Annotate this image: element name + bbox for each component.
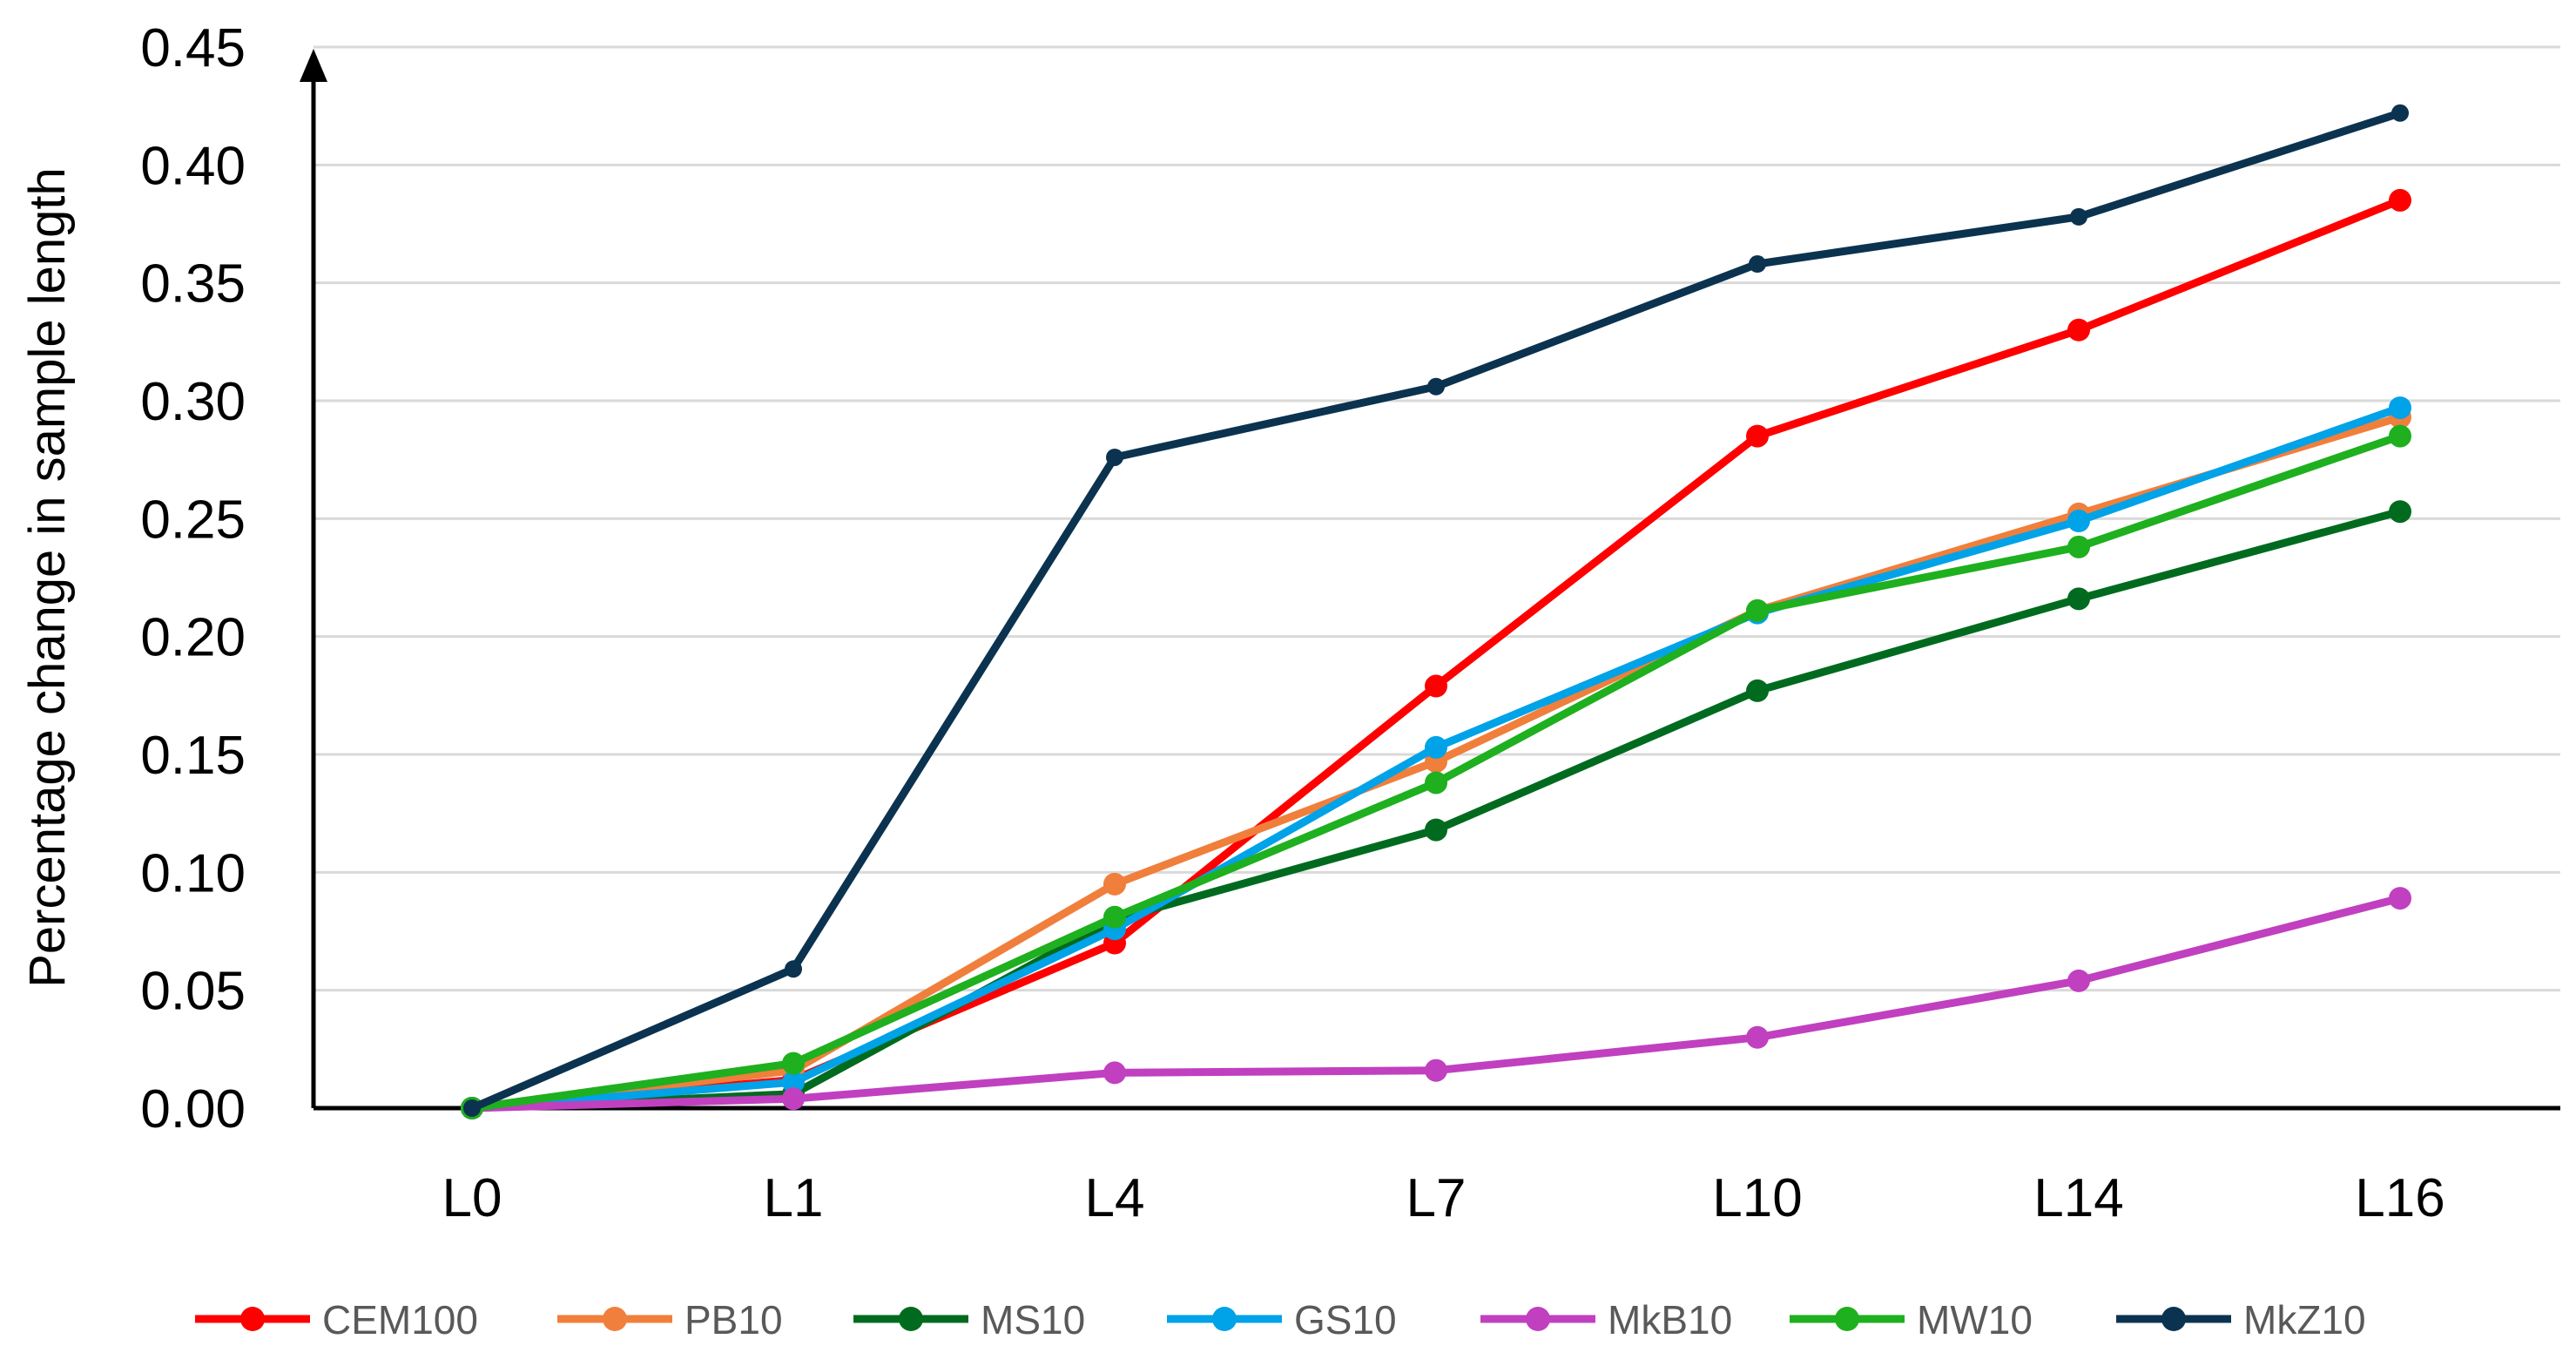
point-mkz10-l16: [2391, 104, 2409, 122]
point-mkb10-l7: [1425, 1058, 1447, 1082]
x-tick-label: L7: [1406, 1168, 1467, 1228]
point-ms10-l7: [1425, 818, 1447, 842]
legend-item-mw10: MW10: [1790, 1297, 2033, 1342]
y-tick-label: 0.40: [140, 136, 246, 196]
legend-label: GS10: [1294, 1297, 1397, 1342]
x-tick-label: L14: [2033, 1168, 2123, 1228]
y-tick-label: 0.15: [140, 726, 246, 786]
point-gs10-l16: [2389, 396, 2411, 420]
point-mw10-l1: [782, 1052, 805, 1075]
legend-label: MkB10: [1608, 1297, 1732, 1342]
legend: CEM100 PB10 MS10 GS10 MkB10 MW10 MkZ10: [195, 1297, 2366, 1342]
series-ms10: [461, 500, 2411, 1119]
legend-item-ms10: MS10: [853, 1297, 1085, 1342]
x-tick-label: L16: [2355, 1168, 2445, 1228]
point-pb10-l4: [1103, 872, 1126, 896]
point-mkz10-l0: [463, 1099, 481, 1117]
legend-label: MkZ10: [2243, 1297, 2366, 1342]
y-tick-label: 0.20: [140, 608, 246, 668]
legend-item-mkb10: MkB10: [1480, 1297, 1732, 1342]
point-cem100-l10: [1746, 424, 1769, 448]
series-cem100: [461, 188, 2411, 1119]
point-mw10-l10: [1746, 598, 1769, 622]
legend-swatch-marker: [603, 1307, 627, 1331]
line-mkz10: [468, 109, 2404, 1112]
point-mkb10-l14: [2067, 969, 2090, 992]
point-mw10-l14: [2067, 535, 2090, 558]
point-gs10-l1: [782, 1071, 805, 1094]
y-tick-label: 0.30: [140, 372, 246, 432]
y-tick-label: 0.25: [140, 490, 246, 550]
y-tick-label: 0.35: [140, 254, 246, 314]
x-tick-label: L10: [1712, 1168, 1802, 1228]
legend-label: MS10: [981, 1297, 1085, 1342]
point-cem100-l16: [2389, 188, 2411, 212]
legend-label: MW10: [1917, 1297, 2033, 1342]
y-tick-label: 0.45: [140, 18, 246, 78]
point-mkz10-l14: [2070, 207, 2087, 226]
point-mkb10-l1: [782, 1087, 805, 1111]
point-mkb10-l4: [1103, 1061, 1126, 1085]
legend-label: PB10: [684, 1297, 783, 1342]
legend-item-pb10: PB10: [557, 1297, 783, 1342]
point-ms10-l14: [2067, 587, 2090, 611]
line-ms10: [468, 507, 2404, 1112]
x-tick-label: L4: [1085, 1168, 1145, 1228]
series-gs10: [461, 396, 2411, 1119]
legend-swatch-marker: [240, 1307, 265, 1331]
y-tick-label: 0.00: [140, 1079, 246, 1139]
point-mw10-l16: [2389, 424, 2411, 448]
axes: [300, 49, 2560, 1111]
legend-item-gs10: GS10: [1167, 1297, 1397, 1342]
legend-swatch-marker: [1212, 1307, 1237, 1331]
series-pb10: [461, 405, 2411, 1119]
legend-item-mkz10: MkZ10: [2116, 1297, 2366, 1342]
point-gs10-l14: [2067, 510, 2090, 533]
legend-label: CEM100: [322, 1297, 478, 1342]
legend-swatch-marker: [1526, 1307, 1550, 1331]
legend-swatch-marker: [1835, 1307, 1859, 1331]
grid-lines: [314, 45, 2560, 992]
point-mkb10-l16: [2389, 887, 2411, 910]
point-mw10-l4: [1103, 905, 1126, 929]
y-axis-title: Percentage change in sample length: [19, 167, 76, 988]
x-axis-tick-labels: L0 L1 L4 L7 L10 L14 L16: [442, 1168, 2445, 1228]
series-mw10: [461, 424, 2411, 1119]
legend-swatch-marker: [2161, 1307, 2186, 1331]
y-tick-label: 0.05: [140, 962, 246, 1022]
x-tick-label: L0: [442, 1168, 502, 1228]
series-lines: [461, 104, 2411, 1119]
y-axis-arrow: [300, 49, 327, 82]
point-mw10-l7: [1425, 771, 1447, 795]
legend-swatch-marker: [899, 1307, 923, 1331]
point-mkz10-l4: [1106, 448, 1123, 466]
point-ms10-l16: [2389, 500, 2411, 524]
point-gs10-l7: [1425, 735, 1447, 759]
y-axis-tick-labels: 0.00 0.05 0.10 0.15 0.20 0.25 0.30 0.35 0.40 0.45: [140, 18, 246, 1139]
point-mkz10-l1: [785, 960, 802, 978]
y-tick-label: 0.10: [140, 843, 246, 903]
x-tick-label: L1: [764, 1168, 824, 1228]
series-mkb10: [461, 887, 2411, 1119]
point-ms10-l10: [1746, 679, 1769, 702]
point-cem100-l7: [1425, 674, 1447, 698]
point-mkz10-l7: [1427, 377, 1445, 396]
point-cem100-l14: [2067, 318, 2090, 342]
point-mkb10-l10: [1746, 1025, 1769, 1049]
legend-item-cem100: CEM100: [195, 1297, 478, 1342]
series-mkz10: [463, 104, 2409, 1117]
point-mkz10-l10: [1749, 255, 1766, 274]
